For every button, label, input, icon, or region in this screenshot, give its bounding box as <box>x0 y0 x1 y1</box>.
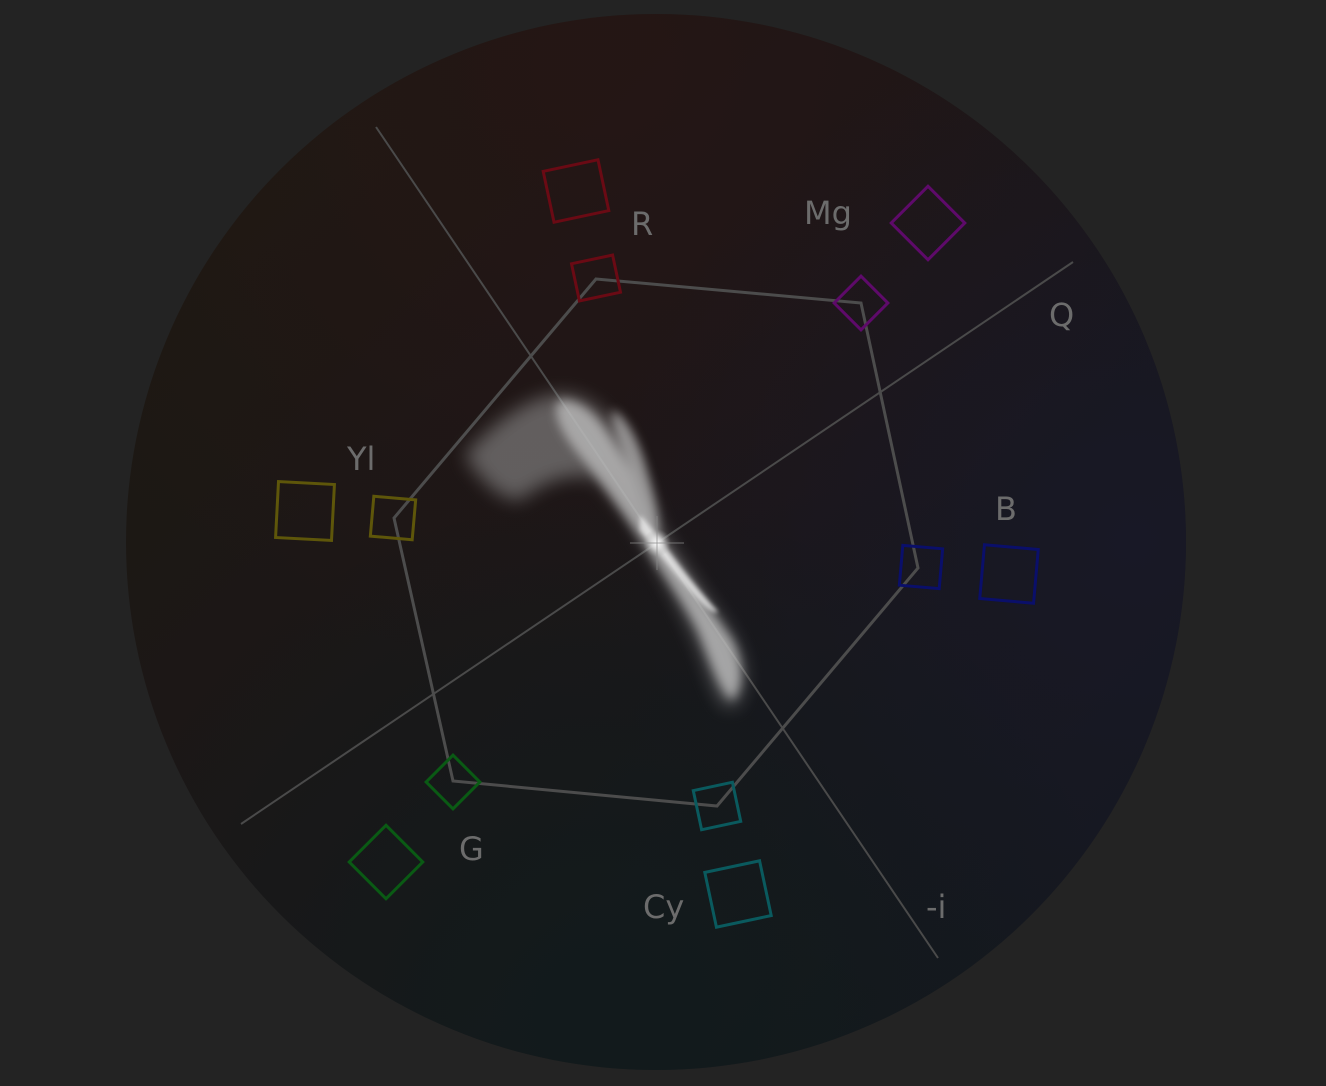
blue-target-75-box <box>978 543 1040 605</box>
green-target-75-box <box>347 823 425 901</box>
magenta-target-100-box <box>832 274 890 332</box>
yellow-target-100-box <box>368 494 418 542</box>
green-label: G <box>459 830 484 868</box>
color-gamut-hexagon <box>392 277 920 808</box>
yellow-target-75-box <box>273 479 337 543</box>
q-axis-label: Q <box>1049 296 1074 334</box>
green-target-100-box <box>424 753 482 811</box>
red-label: R <box>631 205 653 243</box>
magenta-label: Mg <box>804 194 852 232</box>
red-target-100-box <box>569 253 623 303</box>
signal-trace <box>465 394 744 708</box>
cyan-label: Cy <box>643 888 684 926</box>
yellow-label: Yl <box>346 440 375 478</box>
cyan-target-100-box <box>691 780 743 832</box>
cyan-target-75-box <box>703 859 773 929</box>
neg-i-axis-label: -i <box>926 888 946 926</box>
magenta-target-75-box <box>889 184 967 262</box>
red-target-75-box <box>541 157 611 225</box>
blue-target-100-box <box>897 543 945 591</box>
blue-label: B <box>995 490 1017 528</box>
